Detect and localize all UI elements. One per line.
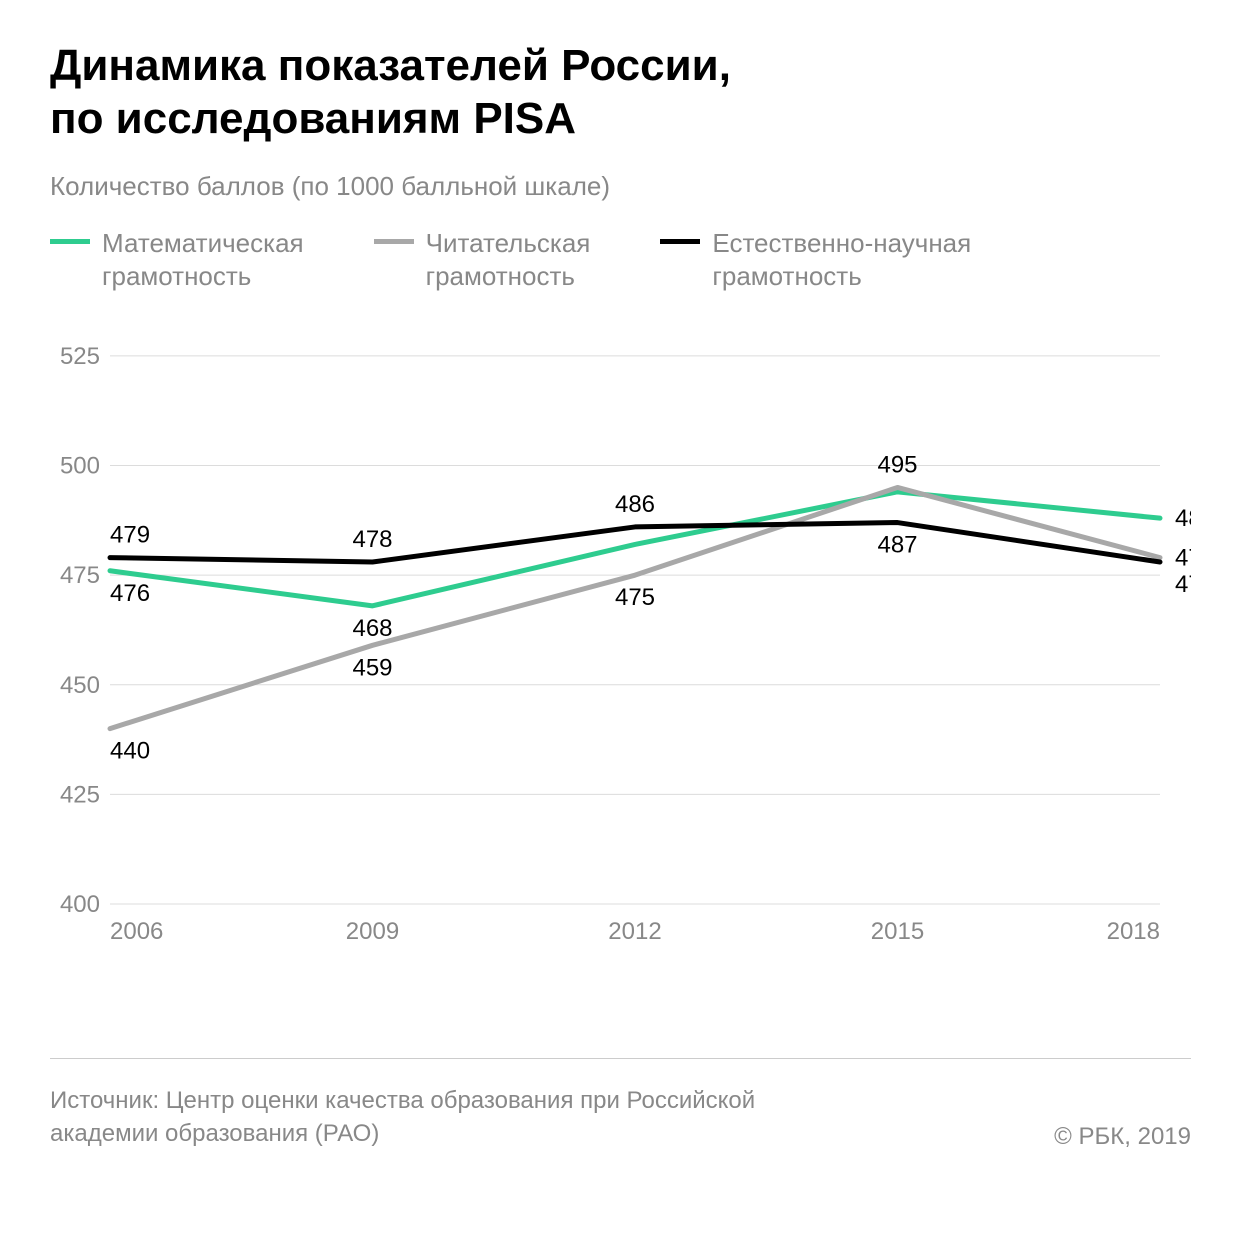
y-tick-label: 525 [60, 343, 100, 370]
chart-plot-area: 400 425 450 475 500 525 2006 2009 2012 2015 2018 47… [50, 324, 1191, 979]
legend-label-science: Естественно-научнаяграмотность [712, 227, 971, 295]
value-label-math: 468 [352, 615, 392, 642]
x-tick-label: 2018 [1107, 918, 1160, 945]
line-chart-svg: 400 425 450 475 500 525 2006 2009 2012 2015 2018 47… [50, 324, 1191, 974]
chart-title: Динамика показателей России, по исследов… [50, 40, 1191, 146]
x-tick-label: 2006 [110, 918, 163, 945]
legend-item-reading: Читательскаяграмотность [374, 227, 591, 295]
value-label-science: 486 [615, 491, 655, 518]
title-line2: по исследованиям PISA [50, 94, 576, 143]
legend: Математическаяграмотность Читательскаягра… [50, 227, 1191, 295]
value-label-science: 487 [877, 532, 917, 559]
value-label-science: 478 [1175, 571, 1191, 598]
legend-swatch-math [50, 239, 90, 244]
y-tick-label: 450 [60, 672, 100, 699]
value-label-science: 479 [110, 522, 150, 549]
legend-item-science: Естественно-научнаяграмотность [660, 227, 971, 295]
x-tick-label: 2009 [346, 918, 399, 945]
value-label-reading: 440 [110, 738, 150, 765]
value-label-math: 488 [1175, 505, 1191, 532]
legend-item-math: Математическаяграмотность [50, 227, 304, 295]
legend-swatch-science [660, 239, 700, 244]
y-tick-label: 500 [60, 453, 100, 480]
value-label-reading: 475 [615, 584, 655, 611]
y-tick-label: 475 [60, 562, 100, 589]
legend-label-math: Математическаяграмотность [102, 227, 304, 295]
value-label-reading: 459 [352, 654, 392, 681]
title-line1: Динамика показателей России, [50, 41, 731, 90]
value-label-reading: 479 [1175, 545, 1191, 572]
x-tick-label: 2012 [608, 918, 661, 945]
value-label-science: 478 [352, 526, 392, 553]
x-tick-label: 2015 [871, 918, 924, 945]
y-tick-label: 425 [60, 782, 100, 809]
legend-swatch-reading [374, 239, 414, 244]
value-label-reading: 495 [877, 452, 917, 479]
source-text: Источник: Центр оценки качества образова… [50, 1084, 850, 1151]
chart-container: Динамика показателей России, по исследов… [0, 0, 1241, 1241]
value-label-math: 476 [110, 580, 150, 607]
y-tick-label: 400 [60, 891, 100, 918]
chart-subtitle: Количество баллов (по 1000 балльной шкал… [50, 171, 1191, 202]
copyright-text: © РБК, 2019 [1054, 1123, 1191, 1151]
legend-label-reading: Читательскаяграмотность [426, 227, 591, 295]
chart-footer: Источник: Центр оценки качества образова… [50, 1058, 1191, 1151]
